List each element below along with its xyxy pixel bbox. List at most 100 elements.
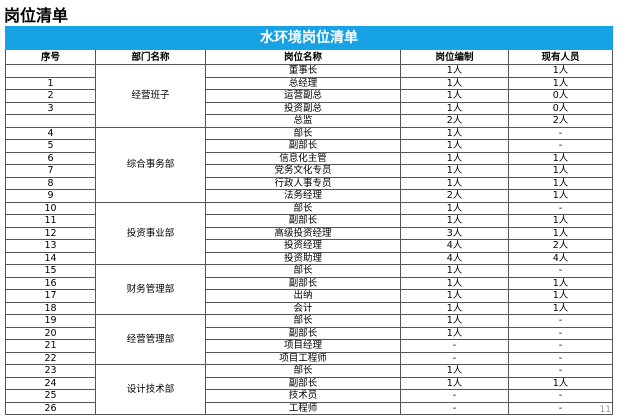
position-name: 高级投资经理	[205, 226, 401, 240]
table-row: 18 会计 1人 1人	[5, 301, 614, 315]
headcount-quota: 1人	[400, 64, 509, 78]
position-name: 副部长	[205, 376, 401, 390]
row-number: 6	[5, 151, 96, 165]
current-staff: 1人	[507, 176, 614, 190]
headcount-quota: 1人	[400, 276, 509, 290]
current-staff: 1人	[507, 64, 614, 78]
table-caption: 水环境岗位清单	[4, 26, 614, 50]
position-name: 总监	[205, 114, 401, 128]
row-number: 14	[5, 251, 96, 265]
current-staff: 1人	[507, 214, 614, 228]
position-table: 水环境岗位清单 序号 部门名称 岗位名称 岗位编制 现有人员 经营班子 董事长 1人 1人 1 总…	[4, 26, 614, 415]
current-staff: 1人	[507, 226, 614, 240]
table-row: 经营班子 董事长 1人 1人	[5, 64, 614, 128]
row-number: 9	[5, 189, 96, 203]
headcount-quota: 4人	[400, 251, 509, 265]
current-staff: 1人	[507, 164, 614, 178]
position-name: 副部长	[205, 326, 401, 340]
table-row: 19 经营管理部 部长 1人 -	[5, 314, 614, 365]
position-name: 行政人事专员	[205, 176, 401, 190]
position-name: 信息化主管	[205, 151, 401, 165]
position-name: 出纳	[205, 289, 401, 303]
headcount-quota: 1人	[400, 264, 509, 278]
row-number: 11	[5, 214, 96, 228]
position-name: 副部长	[205, 139, 401, 153]
current-staff: -	[507, 351, 614, 365]
headcount-quota: 1人	[400, 76, 509, 90]
row-number: 12	[5, 226, 96, 240]
department-name: 综合事务部	[95, 126, 206, 203]
table-row: 10 投资事业部 部长 1人 -	[5, 201, 614, 265]
headcount-quota: 1人	[400, 89, 509, 103]
current-staff: -	[507, 201, 614, 215]
headcount-quota: 1人	[400, 314, 509, 328]
row-number: 19	[5, 314, 96, 328]
position-name: 党务文化专员	[205, 164, 401, 178]
current-staff: 1人	[507, 151, 614, 165]
current-staff: 4人	[507, 251, 614, 265]
table-row: 9 法务经理 2人 1人	[5, 189, 614, 203]
current-staff: 0人	[507, 89, 614, 103]
position-name: 总经理	[205, 76, 401, 90]
headcount-quota: 1人	[400, 214, 509, 228]
row-number: 4	[5, 126, 96, 140]
table-row: 26 工程师 - -	[5, 401, 614, 415]
row-number: 25	[5, 389, 96, 403]
row-number: 3	[5, 101, 96, 115]
headcount-quota: 4人	[400, 239, 509, 253]
headcount-quota: 1人	[400, 139, 509, 153]
current-staff: -	[507, 401, 614, 415]
current-staff: 1人	[507, 189, 614, 203]
position-name: 董事长	[205, 64, 401, 78]
position-name: 项目工程师	[205, 351, 401, 365]
position-name: 投资副总	[205, 101, 401, 115]
department-name: 设计技术部	[95, 364, 206, 415]
table-row: 22 项目工程师 - -	[5, 351, 614, 365]
page-number: 11	[599, 405, 611, 415]
position-name: 部长	[205, 364, 401, 378]
position-name: 部长	[205, 264, 401, 278]
department-name: 经营班子	[95, 64, 206, 128]
current-staff: -	[507, 389, 614, 403]
row-number: 10	[5, 201, 96, 215]
row-number: 1	[5, 76, 96, 90]
row-number: 20	[5, 326, 96, 340]
department-name: 财务管理部	[95, 264, 206, 315]
table-row: 15 财务管理部 部长 1人 -	[5, 264, 614, 315]
headcount-quota: 1人	[400, 176, 509, 190]
position-name: 法务经理	[205, 189, 401, 203]
headcount-quota: 1人	[400, 301, 509, 315]
headcount-quota: 1人	[400, 164, 509, 178]
position-name: 部长	[205, 201, 401, 215]
table-row: 1 总经理 1人 1人	[5, 76, 614, 90]
headcount-quota: 1人	[400, 201, 509, 215]
current-staff: 1人	[507, 276, 614, 290]
current-staff: 0人	[507, 101, 614, 115]
headcount-quota: 1人	[400, 289, 509, 303]
row-number: 24	[5, 376, 96, 390]
row-number: 16	[5, 276, 96, 290]
current-staff: -	[507, 339, 614, 353]
headcount-quota: 1人	[400, 376, 509, 390]
table-row: 14 投资助理 4人 4人	[5, 251, 614, 265]
row-number: 2	[5, 89, 96, 103]
row-number: 23	[5, 364, 96, 378]
headcount-quota: -	[400, 351, 509, 365]
headcount-quota: -	[400, 389, 509, 403]
current-staff: 1人	[507, 376, 614, 390]
position-name: 会计	[205, 301, 401, 315]
table-row: 5 副部长 1人 -	[5, 139, 614, 153]
table-row: 23 设计技术部 部长 1人 -	[5, 364, 614, 415]
headcount-quota: 2人	[400, 189, 509, 203]
headcount-quota: 1人	[400, 126, 509, 140]
row-number: 26	[5, 401, 96, 415]
current-staff: -	[507, 326, 614, 340]
headcount-quota: 1人	[400, 101, 509, 115]
position-name: 投资助理	[205, 251, 401, 265]
current-staff: 1人	[507, 301, 614, 315]
row-number: 5	[5, 139, 96, 153]
department-name: 投资事业部	[95, 201, 206, 265]
headcount-quota: -	[400, 401, 509, 415]
column-header: 岗位编制	[400, 49, 509, 65]
